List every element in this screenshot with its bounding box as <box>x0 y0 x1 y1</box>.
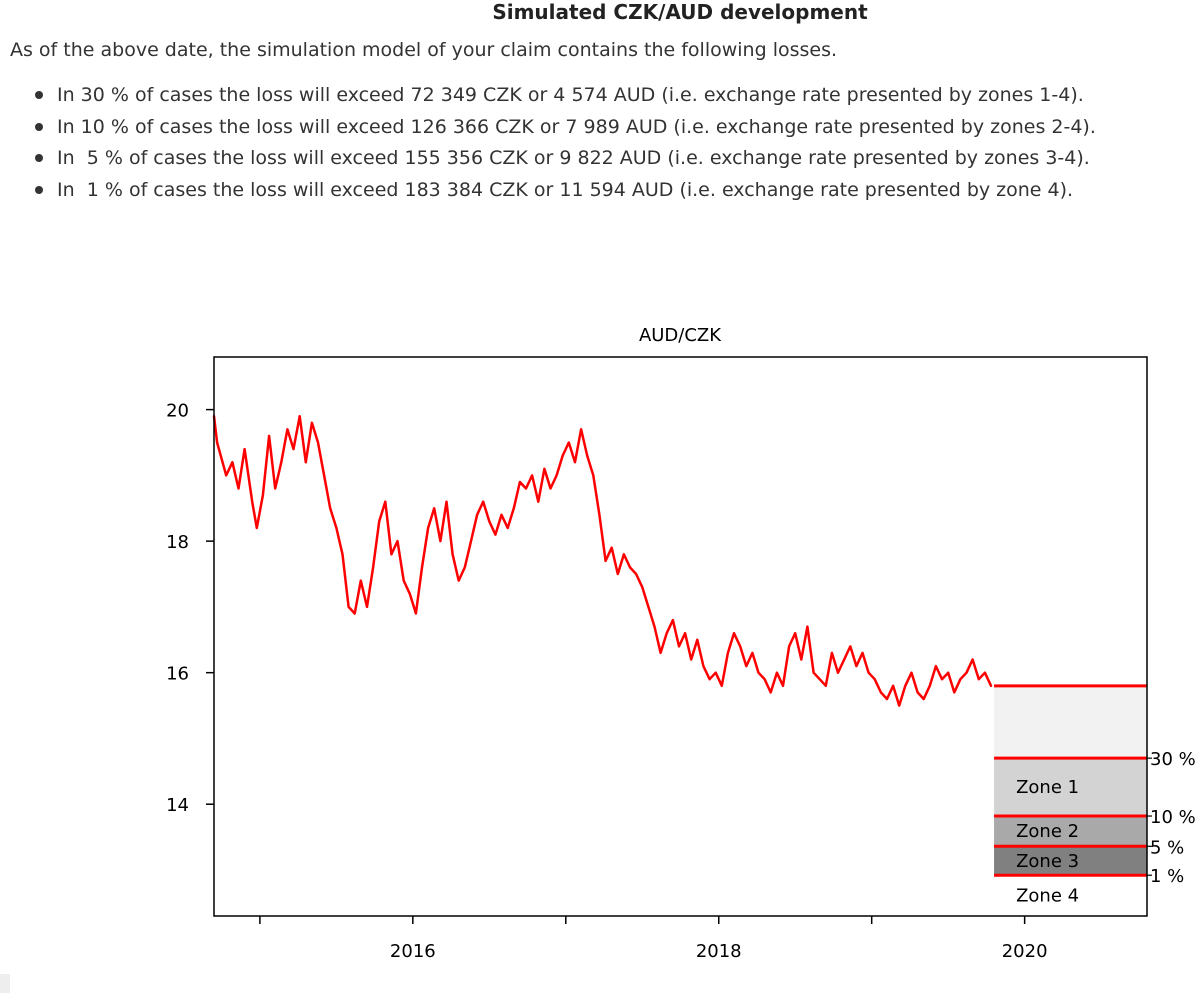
y-tick-label-2: 18 <box>166 532 189 553</box>
chart-title: AUD/CZK <box>639 325 722 346</box>
threshold-label-3: 5 % <box>1150 837 1184 858</box>
loss-item-10: In 10 % of cases the loss will exceed 12… <box>35 112 1096 144</box>
zone-label-2: Zone 2 <box>1016 821 1079 842</box>
x-tick-label-3: 2018 <box>696 941 742 962</box>
line-layer <box>212 414 993 707</box>
loss-item-30: In 30 % of cases the loss will exceed 72… <box>35 80 1096 112</box>
x-tick-label-5: 2020 <box>1002 941 1048 962</box>
zone-band-2 <box>994 816 1147 847</box>
x-tick-label-1: 2016 <box>390 941 436 962</box>
threshold-layer: 30 % 10 % 5 % 1 % <box>994 684 1196 887</box>
y-tick-label-0: 14 <box>166 795 189 816</box>
zone-band-3 <box>994 846 1147 876</box>
zone-band-1 <box>994 758 1147 817</box>
series-line-0 <box>212 414 993 707</box>
intro-text: As of the above date, the simulation mod… <box>10 39 838 61</box>
threshold-label-2: 10 % <box>1150 807 1196 828</box>
plot-frame <box>213 356 1148 917</box>
report-title: Simulated CZK/AUD development <box>492 0 868 24</box>
threshold-label-4: 1 % <box>1150 866 1184 887</box>
loss-item-5: In 5 % of cases the loss will exceed 155… <box>35 143 1096 175</box>
corner-mark <box>0 974 10 993</box>
threshold-label-1: 30 % <box>1150 749 1196 770</box>
zone-label-3: Zone 3 <box>1016 851 1079 872</box>
y-tick-label-1: 16 <box>166 664 189 685</box>
zone-label-1: Zone 1 <box>1016 777 1079 798</box>
zone-band-0 <box>994 685 1147 759</box>
zone-label-4: Zone 4 <box>1016 886 1079 907</box>
y-tick-label-3: 20 <box>166 401 189 422</box>
zone-band-4 <box>994 875 1147 916</box>
loss-list: In 30 % of cases the loss will exceed 72… <box>35 80 1096 207</box>
tick-layer: 2016 2018 2020 14 16 18 20 <box>166 401 1047 962</box>
zone-layer: Zone 1 Zone 2 Zone 3 Zone 4 <box>994 685 1147 916</box>
loss-item-1: In 1 % of cases the loss will exceed 183… <box>35 175 1096 207</box>
